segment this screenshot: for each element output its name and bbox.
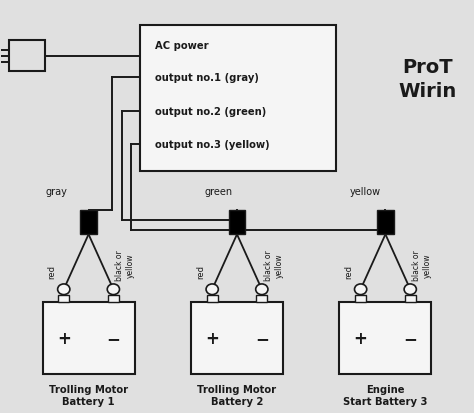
Text: ProT
Wirin: ProT Wirin (399, 58, 457, 100)
Text: +: + (205, 329, 219, 347)
Text: output no.3 (yellow): output no.3 (yellow) (155, 140, 269, 150)
Bar (58, 295, 69, 302)
Circle shape (206, 284, 219, 295)
Circle shape (255, 284, 268, 295)
Bar (256, 295, 267, 302)
Bar (191, 302, 283, 374)
Text: output no.1 (gray): output no.1 (gray) (155, 73, 258, 83)
Text: black or
yellow: black or yellow (116, 250, 135, 280)
Text: +: + (57, 329, 71, 347)
Text: Trolling Motor
Battery 2: Trolling Motor Battery 2 (198, 384, 276, 406)
Text: black or
yellow: black or yellow (412, 250, 432, 280)
Text: yellow: yellow (350, 187, 381, 197)
Bar (140, 26, 336, 171)
Text: AC power: AC power (155, 41, 208, 51)
Circle shape (404, 284, 416, 295)
Text: red: red (196, 264, 205, 278)
Text: −: − (403, 329, 417, 347)
Bar (229, 210, 245, 235)
Bar (355, 295, 366, 302)
Bar (339, 302, 431, 374)
Circle shape (355, 284, 367, 295)
Bar (108, 295, 119, 302)
Text: gray: gray (46, 187, 67, 197)
Text: output no.2 (green): output no.2 (green) (155, 107, 266, 117)
Text: black or
yellow: black or yellow (264, 250, 283, 280)
Circle shape (58, 284, 70, 295)
Text: red: red (344, 264, 353, 278)
Bar (207, 295, 218, 302)
Text: red: red (47, 264, 56, 278)
Bar (80, 210, 97, 235)
Circle shape (107, 284, 119, 295)
Text: −: − (255, 329, 269, 347)
Bar (43, 302, 135, 374)
Text: Engine
Start Battery 3: Engine Start Battery 3 (343, 384, 428, 406)
Text: green: green (204, 187, 232, 197)
Text: Trolling Motor
Battery 1: Trolling Motor Battery 1 (49, 384, 128, 406)
Text: −: − (107, 329, 120, 347)
Bar (377, 210, 394, 235)
Bar (405, 295, 416, 302)
Bar (9, 41, 45, 72)
Text: +: + (354, 329, 367, 347)
